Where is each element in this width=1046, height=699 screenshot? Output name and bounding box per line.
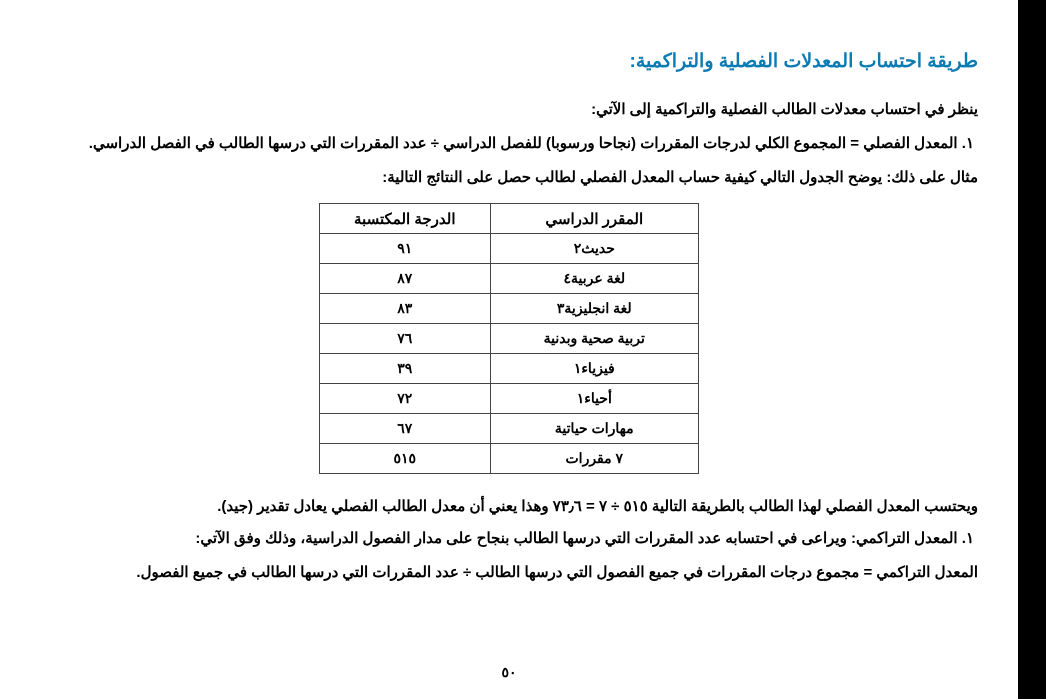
example-intro: مثال على ذلك: يوضح الجدول التالي كيفية ح… bbox=[40, 163, 978, 193]
table-row: فيزياء١ ٣٩ bbox=[320, 354, 699, 384]
cell-course: مهارات حياتية bbox=[490, 414, 698, 444]
document-page: طريقة احتساب المعدلات الفصلية والتراكمية… bbox=[0, 0, 1018, 699]
cell-course: لغة عربية٤ bbox=[490, 264, 698, 294]
gpa-table: المقرر الدراسي الدرجة المكتسبة حديث٢ ٩١ … bbox=[319, 203, 699, 474]
intro-paragraph: ينظر في احتساب معدلات الطالب الفصلية وال… bbox=[40, 95, 978, 125]
cell-grade: ٧٢ bbox=[320, 384, 491, 414]
cell-grade: ٨٧ bbox=[320, 264, 491, 294]
table-header-row: المقرر الدراسي الدرجة المكتسبة bbox=[320, 204, 699, 234]
footer-grade: ٥١٥ bbox=[320, 444, 491, 474]
table-row: مهارات حياتية ٦٧ bbox=[320, 414, 699, 444]
table-row: أحياء١ ٧٢ bbox=[320, 384, 699, 414]
cumulative-gpa-formula: المعدل التراكمي = مجموع درجات المقررات ف… bbox=[40, 558, 978, 588]
table-row: لغة انجليزية٣ ٨٣ bbox=[320, 294, 699, 324]
semester-gpa-calculation: ويحتسب المعدل الفصلي لهذا الطالب بالطريق… bbox=[40, 492, 978, 522]
table-footer-row: ٧ مقررات ٥١٥ bbox=[320, 444, 699, 474]
cell-course: لغة انجليزية٣ bbox=[490, 294, 698, 324]
cell-grade: ٧٦ bbox=[320, 324, 491, 354]
header-grade: الدرجة المكتسبة bbox=[320, 204, 491, 234]
cell-course: أحياء١ bbox=[490, 384, 698, 414]
table-row: حديث٢ ٩١ bbox=[320, 234, 699, 264]
table-row: لغة عربية٤ ٨٧ bbox=[320, 264, 699, 294]
header-course: المقرر الدراسي bbox=[490, 204, 698, 234]
semester-gpa-definition: ١. المعدل الفصلي = المجموع الكلي لدرجات … bbox=[40, 129, 978, 159]
footer-course: ٧ مقررات bbox=[490, 444, 698, 474]
page-title: طريقة احتساب المعدلات الفصلية والتراكمية… bbox=[40, 50, 978, 73]
table-row: تربية صحية وبدنية ٧٦ bbox=[320, 324, 699, 354]
cell-course: تربية صحية وبدنية bbox=[490, 324, 698, 354]
cell-grade: ٩١ bbox=[320, 234, 491, 264]
page-number: ٥٠ bbox=[0, 664, 1018, 681]
cell-course: حديث٢ bbox=[490, 234, 698, 264]
cell-grade: ٨٣ bbox=[320, 294, 491, 324]
cell-grade: ٣٩ bbox=[320, 354, 491, 384]
cumulative-gpa-definition: ١. المعدل التراكمي: ويراعى في احتسابه عد… bbox=[40, 524, 978, 554]
cell-grade: ٦٧ bbox=[320, 414, 491, 444]
cell-course: فيزياء١ bbox=[490, 354, 698, 384]
